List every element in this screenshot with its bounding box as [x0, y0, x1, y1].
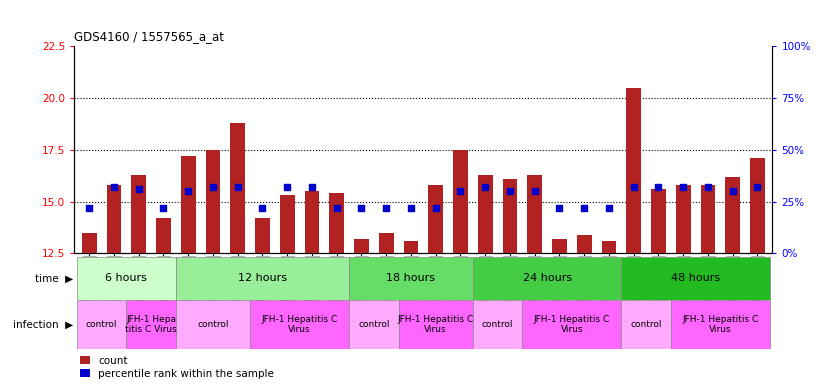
Text: control: control [630, 320, 662, 329]
Point [726, 188, 739, 194]
Bar [750, 158, 765, 253]
Bar [206, 150, 221, 253]
Bar [626, 88, 641, 253]
Bar [131, 175, 146, 253]
Bar [404, 241, 419, 253]
Point [231, 184, 244, 190]
Point [107, 184, 121, 190]
Point [355, 205, 368, 211]
Text: 12 hours: 12 hours [238, 273, 287, 283]
Bar [399, 300, 472, 349]
Text: JFH-1 Hepatitis C
Virus: JFH-1 Hepatitis C Virus [534, 315, 610, 334]
Bar [126, 300, 176, 349]
Point [330, 205, 344, 211]
Text: control: control [358, 320, 390, 329]
Text: JFH-1 Hepatitis C
Virus: JFH-1 Hepatitis C Virus [397, 315, 474, 334]
Bar [156, 218, 171, 253]
Bar [472, 300, 522, 349]
Bar [725, 177, 740, 253]
Point [602, 205, 615, 211]
Point [528, 188, 541, 194]
Bar [472, 257, 621, 300]
Bar [176, 300, 250, 349]
Text: control: control [197, 320, 229, 329]
Point [405, 205, 418, 211]
Bar [379, 233, 394, 253]
Point [306, 184, 319, 190]
Bar [181, 156, 196, 253]
Point [182, 188, 195, 194]
Point [256, 205, 269, 211]
Bar [305, 191, 320, 253]
Bar [676, 185, 691, 253]
Point [83, 205, 96, 211]
Bar [552, 239, 567, 253]
Text: GDS4160 / 1557565_a_at: GDS4160 / 1557565_a_at [74, 30, 225, 43]
Bar [82, 233, 97, 253]
Point [453, 188, 467, 194]
Bar [671, 300, 770, 349]
Bar [651, 189, 666, 253]
Point [577, 205, 591, 211]
Point [751, 184, 764, 190]
Bar [107, 185, 121, 253]
Bar [502, 179, 517, 253]
Point [281, 184, 294, 190]
Bar [349, 300, 399, 349]
Text: 18 hours: 18 hours [387, 273, 435, 283]
Text: JFH-1 Hepa
titis C Virus: JFH-1 Hepa titis C Virus [126, 315, 177, 334]
Bar [176, 257, 349, 300]
Bar [621, 257, 770, 300]
Point [157, 205, 170, 211]
Point [676, 184, 690, 190]
Text: 6 hours: 6 hours [106, 273, 147, 283]
Bar [601, 241, 616, 253]
Text: 24 hours: 24 hours [523, 273, 572, 283]
Bar [477, 175, 492, 253]
Bar [700, 185, 715, 253]
Bar [280, 195, 295, 253]
Bar [527, 175, 542, 253]
Text: JFH-1 Hepatitis C
Virus: JFH-1 Hepatitis C Virus [262, 315, 338, 334]
Point [478, 184, 491, 190]
Bar [621, 300, 671, 349]
Point [380, 205, 393, 211]
Bar [250, 300, 349, 349]
Bar [77, 257, 176, 300]
Bar [255, 218, 270, 253]
Text: JFH-1 Hepatitis C
Virus: JFH-1 Hepatitis C Virus [682, 315, 758, 334]
Text: control: control [482, 320, 513, 329]
Point [627, 184, 640, 190]
Point [132, 186, 145, 192]
Bar [230, 123, 245, 253]
Point [701, 184, 714, 190]
Text: infection  ▶: infection ▶ [13, 319, 74, 329]
Point [429, 205, 442, 211]
Bar [330, 193, 344, 253]
Bar [349, 257, 472, 300]
Bar [577, 235, 591, 253]
Text: time  ▶: time ▶ [36, 273, 74, 283]
Point [652, 184, 665, 190]
Point [206, 184, 220, 190]
Text: 48 hours: 48 hours [671, 273, 720, 283]
Bar [77, 300, 126, 349]
Bar [428, 185, 443, 253]
Text: control: control [86, 320, 117, 329]
Point [503, 188, 516, 194]
Bar [522, 300, 621, 349]
Bar [453, 150, 468, 253]
Point [553, 205, 566, 211]
Bar [354, 239, 369, 253]
Legend: count, percentile rank within the sample: count, percentile rank within the sample [79, 356, 274, 379]
